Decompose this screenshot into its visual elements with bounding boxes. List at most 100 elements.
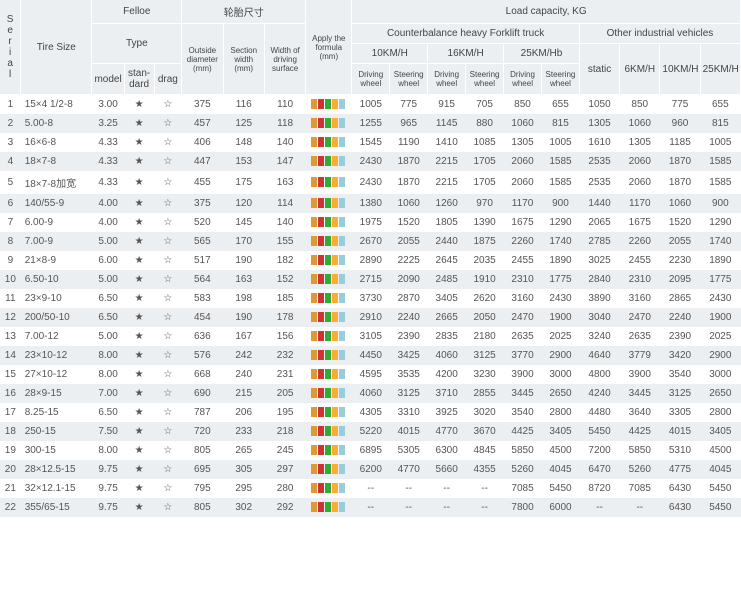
cell: 3040 [579,308,619,327]
cell: 2430 [541,289,579,308]
col-o10: 10KM/H [660,44,700,95]
cell: 2430 [352,171,390,194]
cell: 1170 [504,194,542,213]
cell: 1085 [466,133,504,152]
cell: 6.50 [92,403,124,422]
cell [306,384,352,403]
cell: 457 [182,114,223,133]
cell: ☆ [154,327,182,346]
cell: 9.75 [92,498,124,517]
cell: 3160 [504,289,542,308]
cell: 455 [182,171,223,194]
cell: 4015 [660,422,700,441]
cell: 1380 [352,194,390,213]
cell: 1170 [620,194,660,213]
cell: 2055 [390,232,428,251]
cell: 2650 [700,384,740,403]
cell: 1705 [466,171,504,194]
cell: 900 [541,194,579,213]
cell: 2310 [620,270,660,289]
cell: 3890 [579,289,619,308]
cell: 6.00 [92,251,124,270]
cell: 4200 [428,365,466,384]
table-row: 418×7-84.33★☆447153147243018702215170520… [0,152,741,171]
cell: 2455 [504,251,542,270]
cell: 1875 [466,232,504,251]
table-row: 1423×10-128.00★☆576242232445034254060312… [0,346,741,365]
cell: 3779 [620,346,660,365]
cell: 185 [264,289,305,308]
table-row: 18250-157.50★☆72023321852204015477036704… [0,422,741,441]
cell: -- [428,479,466,498]
cell: 7085 [620,479,660,498]
cell: 295 [223,479,264,498]
cell: 2620 [466,289,504,308]
cell: 15×4 1/2-8 [21,95,92,115]
cell: 120 [223,194,264,213]
table-row: 316×6-84.33★☆406148140154511901410108513… [0,133,741,152]
cell: 145 [223,213,264,232]
cell: ★ [124,270,154,289]
cell: ★ [124,95,154,115]
cell: 2635 [504,327,542,346]
cell: ★ [124,479,154,498]
cell: 2900 [700,346,740,365]
cell: 4.33 [92,152,124,171]
cell: 1145 [428,114,466,133]
cell: 1255 [352,114,390,133]
col-wds: Width of driving surface [264,24,305,95]
cell: 3.00 [92,95,124,115]
cell [306,232,352,251]
cell: 16×6-8 [21,133,92,152]
cell: 520 [182,213,223,232]
cell: 1870 [390,152,428,171]
cell: 1910 [466,270,504,289]
cell: 3125 [390,384,428,403]
cell: 3 [0,133,21,152]
cell [306,194,352,213]
cell: 2240 [390,308,428,327]
cell: ★ [124,114,154,133]
cell: 1520 [390,213,428,232]
cell [306,133,352,152]
cell: 7.00 [92,384,124,403]
cell: 18×7-8加宽 [21,171,92,194]
cell: 3535 [390,365,428,384]
cell: ☆ [154,114,182,133]
cell: ★ [124,289,154,308]
cell: 3730 [352,289,390,308]
cell: 1805 [428,213,466,232]
col-str10: Steering wheel [390,64,428,95]
cell: 406 [182,133,223,152]
cell: 2060 [504,152,542,171]
col-type: Type [92,24,182,64]
cell: 4480 [579,403,619,422]
cell: 5.00-8 [21,114,92,133]
cell: 21 [0,479,21,498]
cell: 4500 [700,441,740,460]
cell: ☆ [154,498,182,517]
cell: 6.50 [92,289,124,308]
cell: 2025 [700,327,740,346]
cell: 2535 [579,171,619,194]
cell: 5850 [620,441,660,460]
cell [306,422,352,441]
cell: 2060 [620,152,660,171]
cell: 2650 [541,384,579,403]
cell: 140 [264,133,305,152]
cell: 2025 [541,327,579,346]
cell: ★ [124,327,154,346]
cell: 805 [182,498,223,517]
cell: 668 [182,365,223,384]
cell: ☆ [154,232,182,251]
cell: 195 [264,403,305,422]
cell: 3020 [466,403,504,422]
cell [306,460,352,479]
cell: 1775 [541,270,579,289]
col-model: model [92,64,124,95]
cell: 3445 [620,384,660,403]
cell: 4770 [428,422,466,441]
cell: 3710 [428,384,466,403]
table-row: 106.50-105.00★☆5641631522715209024851910… [0,270,741,289]
cell: 10 [0,270,21,289]
